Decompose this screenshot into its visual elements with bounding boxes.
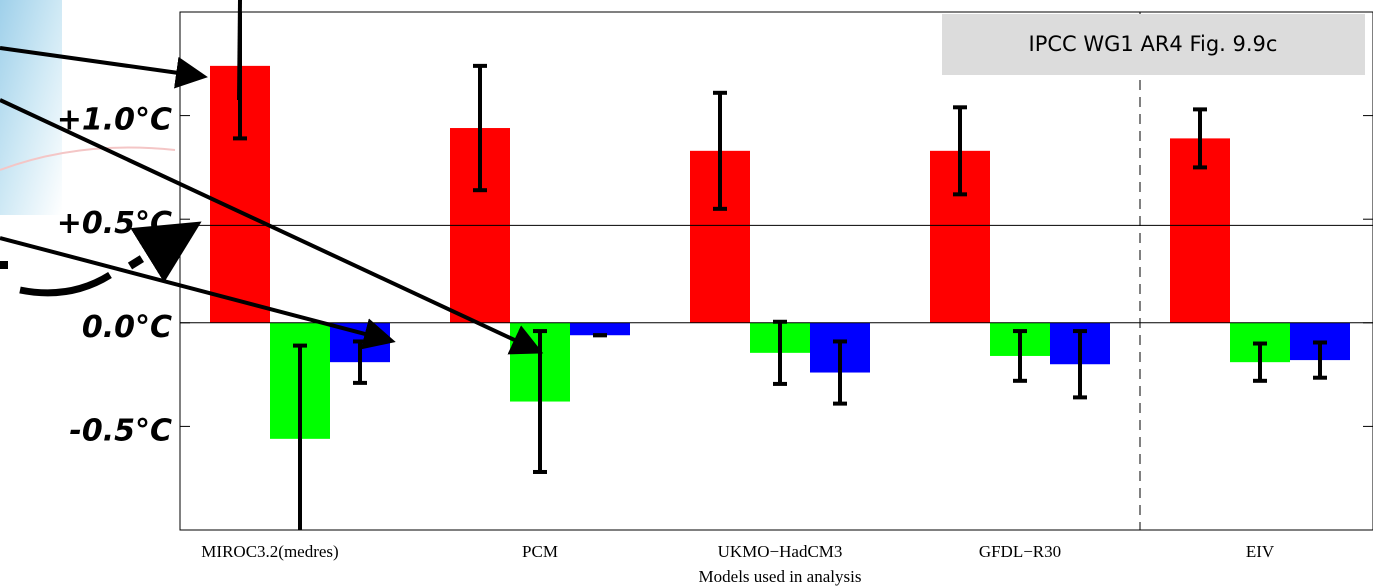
y-tick-label: -0.5°C	[69, 413, 172, 448]
x-tick-label: GFDL−R30	[979, 542, 1061, 561]
annotation-box	[942, 14, 1365, 75]
y-tick-label: 0.0°C	[82, 310, 172, 345]
error-bar	[1253, 341, 1267, 383]
y-tick-label: +0.5°C	[57, 206, 172, 241]
bar	[570, 322, 630, 336]
annotation: IPCC WG1 AR4 Fig. 9.9c	[1029, 32, 1278, 56]
error-bar	[1193, 107, 1207, 170]
error-bar	[1073, 329, 1087, 400]
decoration	[0, 146, 176, 171]
error-bar	[773, 319, 787, 386]
x-axis-label: Models used in analysis	[699, 567, 862, 586]
x-tick-label: PCM	[522, 542, 558, 561]
x-tick-label: EIV	[1246, 542, 1275, 561]
plot-area	[210, 12, 1350, 530]
error-bar	[293, 343, 307, 530]
error-bar	[713, 90, 727, 211]
error-bar	[953, 105, 967, 197]
x-tick-label: UKMO−HadCM3	[718, 542, 843, 561]
error-bar	[833, 339, 847, 406]
error-bar	[1313, 340, 1327, 380]
background-image	[0, 0, 62, 215]
error-bar	[1013, 329, 1027, 383]
x-tick-label: MIROC3.2(medres)	[201, 542, 338, 561]
y-tick-label: +1.0°C	[57, 103, 172, 138]
error-bar	[473, 63, 487, 193]
